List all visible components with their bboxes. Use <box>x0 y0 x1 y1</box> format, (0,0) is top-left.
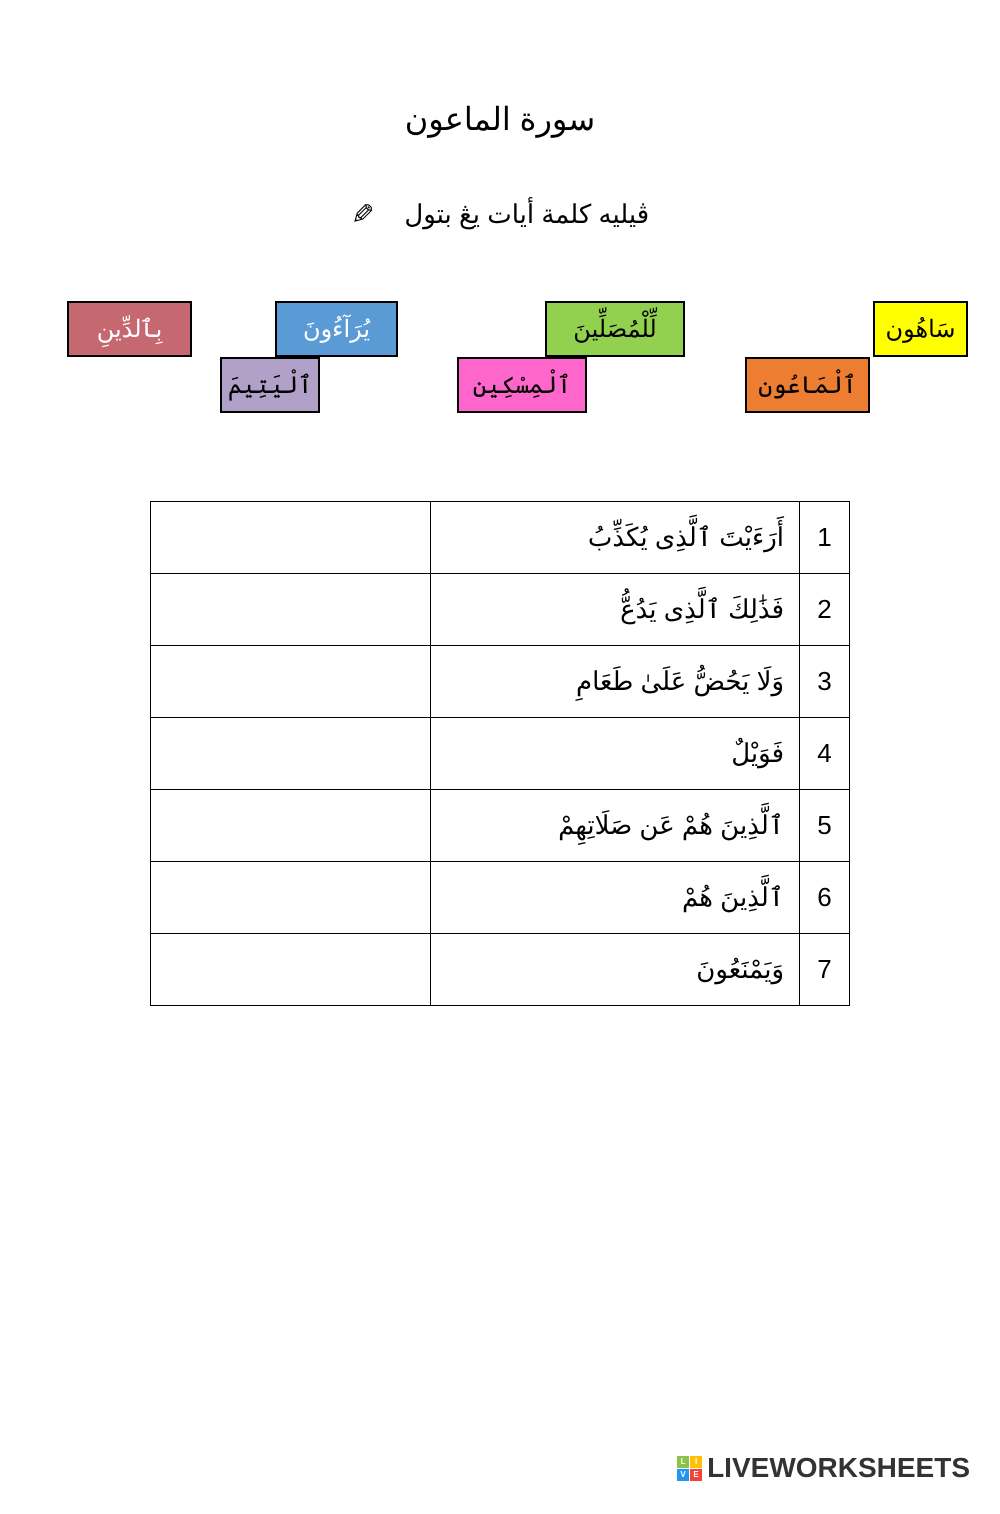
page-title: سورة الماعون <box>0 100 1000 138</box>
word-box-red[interactable]: بِٱلدِّينِ <box>67 301 192 357</box>
answer-blank[interactable] <box>151 718 431 790</box>
verse-table: 1 أَرَءَيْتَ ٱلَّذِى يُكَذِّبُ 2 فَذَٰلِ… <box>150 501 850 1006</box>
verse-text: وَلَا يَحُضُّ عَلَىٰ طَعَامِ <box>430 646 800 718</box>
word-box-green[interactable]: لِّلْمُصَلِّينَ <box>545 301 685 357</box>
row-number: 2 <box>800 574 850 646</box>
verse-text: وَيَمْنَعُونَ <box>430 934 800 1006</box>
watermark: L I V E LIVEWORKSHEETS <box>677 1452 970 1484</box>
instruction-text: ڤيليه کلمة أيات يڠ بتول <box>404 199 649 230</box>
word-bank: سَاهُون لِّلْمُصَلِّينَ يُرَآءُونَ بِٱلد… <box>0 301 1000 431</box>
verse-text: ٱلَّذِينَ هُمْ عَن صَلَاتِهِمْ <box>430 790 800 862</box>
verse-table-container: 1 أَرَءَيْتَ ٱلَّذِى يُكَذِّبُ 2 فَذَٰلِ… <box>150 501 850 1006</box>
table-row: 6 ٱلَّذِينَ هُمْ <box>151 862 850 934</box>
verse-text: أَرَءَيْتَ ٱلَّذِى يُكَذِّبُ <box>430 502 800 574</box>
answer-blank[interactable] <box>151 862 431 934</box>
answer-blank[interactable] <box>151 790 431 862</box>
answer-blank[interactable] <box>151 502 431 574</box>
answer-blank[interactable] <box>151 574 431 646</box>
table-row: 2 فَذَٰلِكَ ٱلَّذِى يَدُعُّ <box>151 574 850 646</box>
answer-blank[interactable] <box>151 934 431 1006</box>
watermark-text: LIVEWORKSHEETS <box>707 1452 970 1484</box>
row-number: 5 <box>800 790 850 862</box>
table-row: 1 أَرَءَيْتَ ٱلَّذِى يُكَذِّبُ <box>151 502 850 574</box>
table-row: 5 ٱلَّذِينَ هُمْ عَن صَلَاتِهِمْ <box>151 790 850 862</box>
answer-blank[interactable] <box>151 646 431 718</box>
table-row: 7 وَيَمْنَعُونَ <box>151 934 850 1006</box>
verse-text: ٱلَّذِينَ هُمْ <box>430 862 800 934</box>
table-row: 3 وَلَا يَحُضُّ عَلَىٰ طَعَامِ <box>151 646 850 718</box>
row-number: 4 <box>800 718 850 790</box>
row-number: 1 <box>800 502 850 574</box>
word-box-yellow[interactable]: سَاهُون <box>873 301 968 357</box>
row-number: 3 <box>800 646 850 718</box>
row-number: 7 <box>800 934 850 1006</box>
verse-text: فَذَٰلِكَ ٱلَّذِى يَدُعُّ <box>430 574 800 646</box>
pencil-icon: ✎ <box>351 198 374 231</box>
table-row: 4 فَوَيْلٌ <box>151 718 850 790</box>
word-box-blue[interactable]: يُرَآءُونَ <box>275 301 398 357</box>
word-box-orange[interactable]: ٱلْمَاعُون <box>745 357 870 413</box>
word-box-pink[interactable]: ٱلْمِسْكِين <box>457 357 587 413</box>
watermark-icon: L I V E <box>677 1456 702 1481</box>
row-number: 6 <box>800 862 850 934</box>
word-box-purple[interactable]: ٱلْيَتِيمَ <box>220 357 320 413</box>
instruction-row: ✎ ڤيليه کلمة أيات يڠ بتول <box>0 198 1000 231</box>
verse-text: فَوَيْلٌ <box>430 718 800 790</box>
